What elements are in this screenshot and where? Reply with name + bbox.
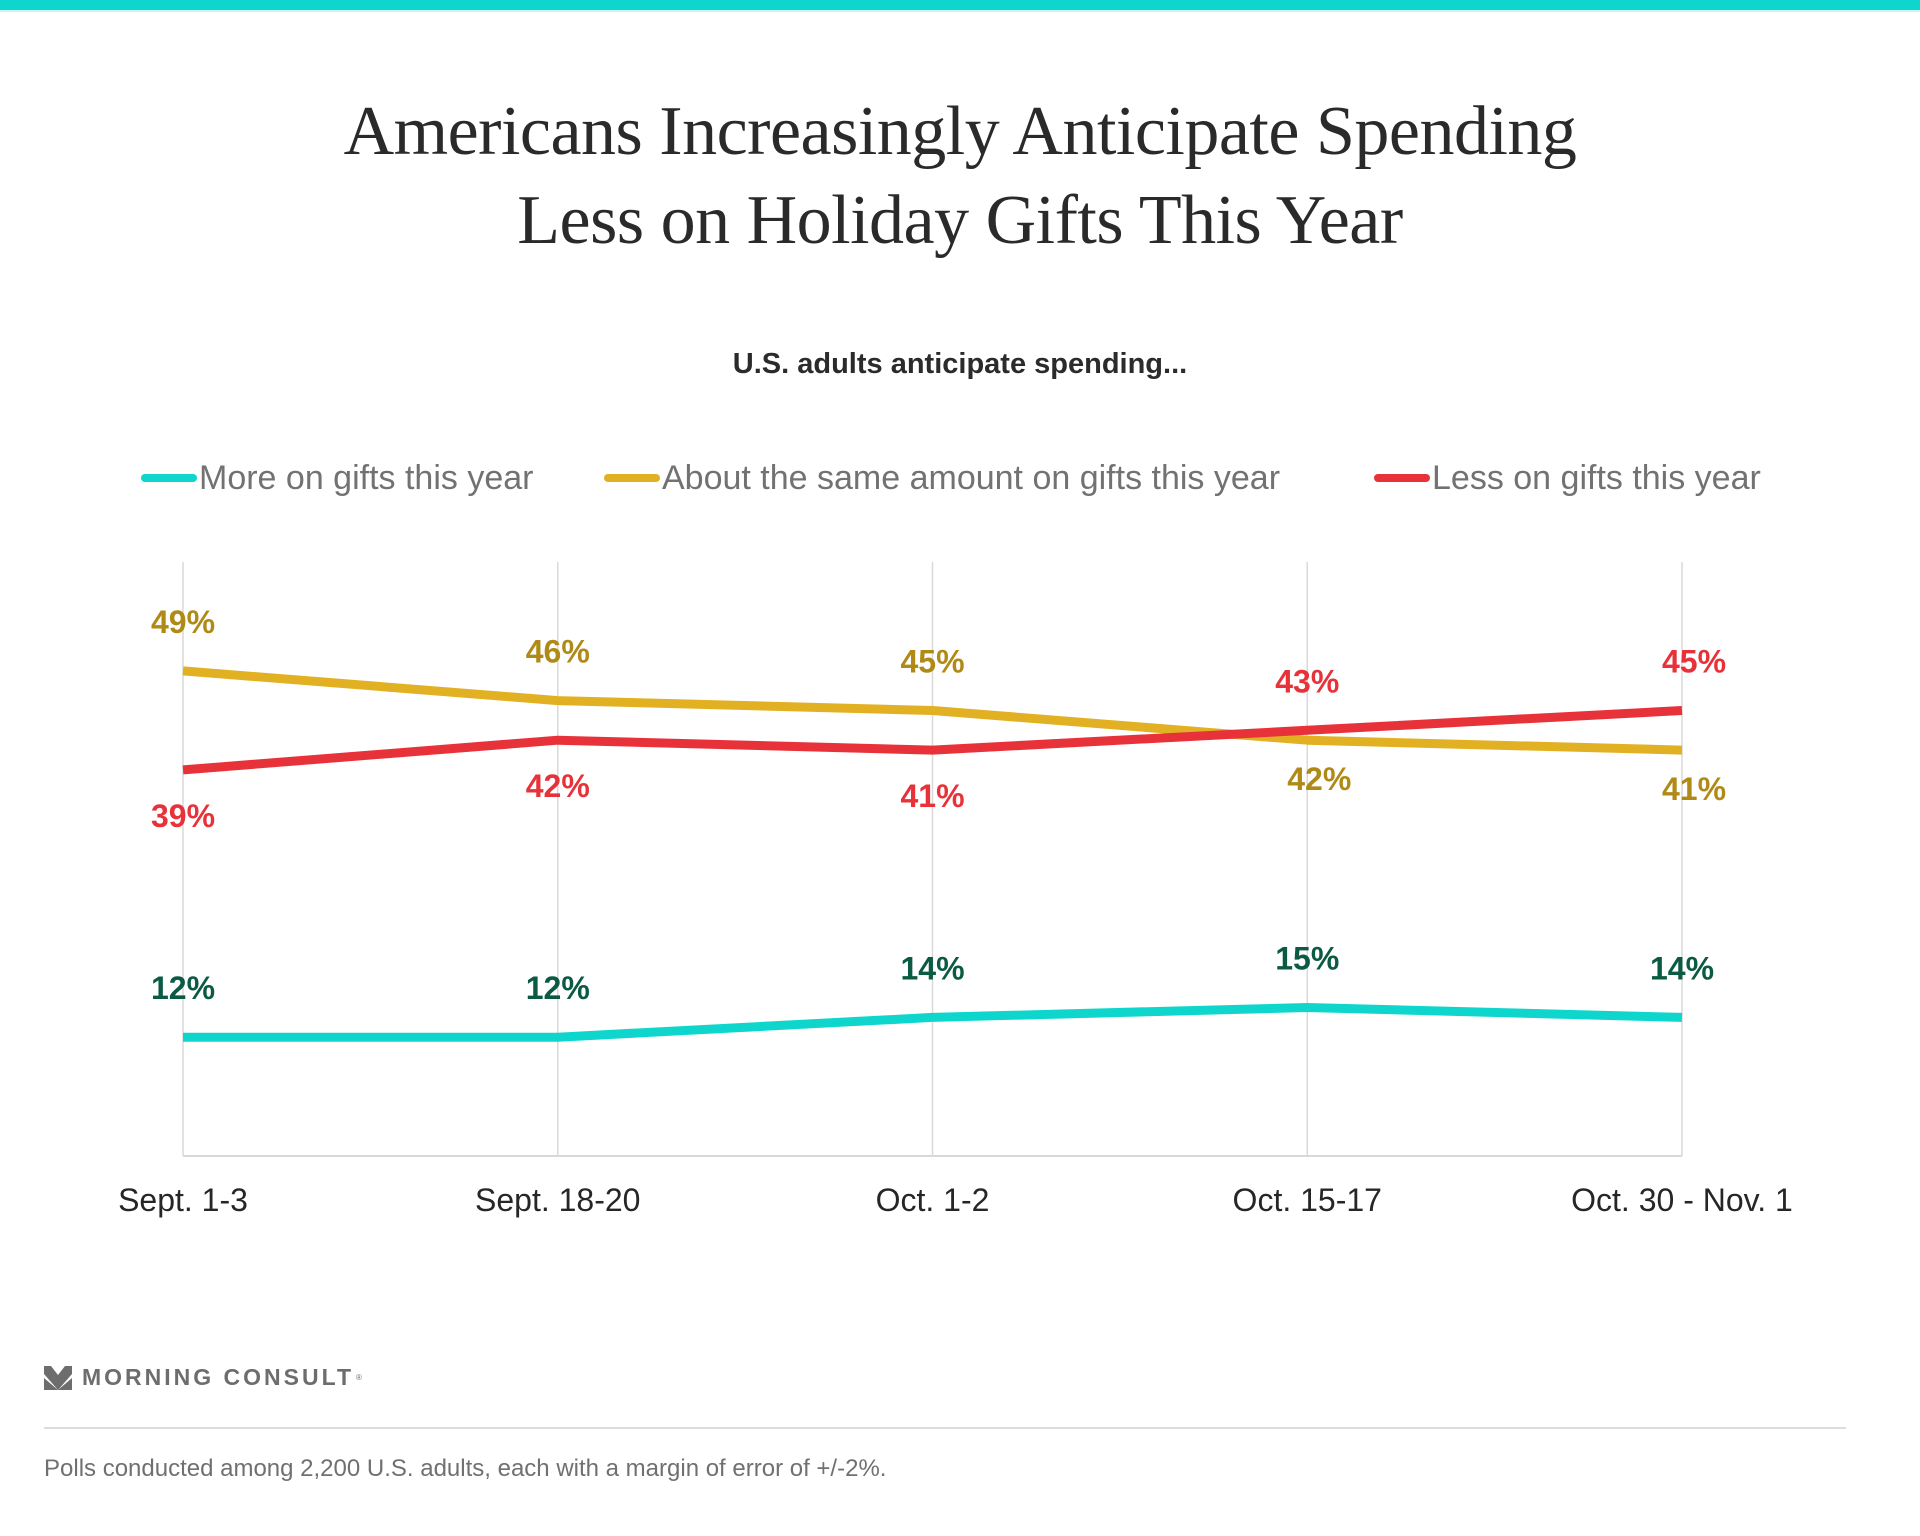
legend-swatch-same [604,474,660,482]
x-tick-label: Sept. 1-3 [118,1182,248,1218]
x-tick-label: Oct. 15-17 [1233,1182,1382,1218]
brand-name: MORNING CONSULT [82,1364,355,1390]
chart-title-line-2: Less on Holiday Gifts This Year [517,182,1403,259]
legend: More on gifts this year About the same a… [0,456,1920,500]
data-label-less: 41% [900,778,964,814]
data-label-less: 42% [526,768,590,804]
x-tick-label: Oct. 30 - Nov. 1 [1571,1182,1793,1218]
registered-mark: ® [356,1373,362,1382]
data-label-same: 46% [526,634,590,670]
x-tick-label: Sept. 18-20 [475,1182,640,1218]
data-label-same: 45% [900,644,964,680]
data-label-same: 42% [1287,761,1351,797]
legend-item-less: Less on gifts this year [1374,456,1761,500]
morning-consult-m-icon [44,1365,72,1390]
data-label-more: 14% [900,950,964,986]
data-label-more: 12% [526,970,590,1006]
legend-label-more: More on gifts this year [199,458,534,497]
legend-item-same: About the same amount on gifts this year [604,456,1280,500]
data-label-same: 41% [1662,771,1726,807]
brand-top-bar [0,0,1920,10]
series-line-more [183,1003,1683,1042]
data-label-more: 12% [151,970,215,1006]
legend-swatch-more [141,474,197,482]
legend-item-more: More on gifts this year [141,456,533,500]
series-line-less [182,706,1683,775]
series-line-same [182,666,1683,755]
line-chart: Sept. 1-3 Sept. 18-20 Oct. 1-2 Oct. 15-17 Oc… [118,562,1793,1218]
footnote: Polls conducted among 2,200 U.S. adults,… [44,1455,887,1482]
x-tick-label: Oct. 1-2 [876,1182,990,1218]
legend-label-same: About the same amount on gifts this year [662,458,1281,497]
data-label-same: 49% [151,604,215,640]
chart-title-line-1: Americans Increasingly Anticipate Spendi… [343,93,1577,170]
morning-consult-logo: MORNING CONSULT ® [44,1364,362,1391]
data-label-less: 39% [151,798,215,834]
data-label-more: 15% [1275,941,1339,977]
legend-label-less: Less on gifts this year [1432,458,1761,497]
legend-swatch-less [1374,474,1430,482]
data-label-less: 45% [1662,644,1726,680]
chart-subtitle: U.S. adults anticipate spending... [732,348,1188,380]
data-label-less: 43% [1275,663,1339,699]
footer-divider [44,1427,1846,1429]
data-label-more: 14% [1650,950,1714,986]
brand-top-bar-edge [0,10,1920,12]
